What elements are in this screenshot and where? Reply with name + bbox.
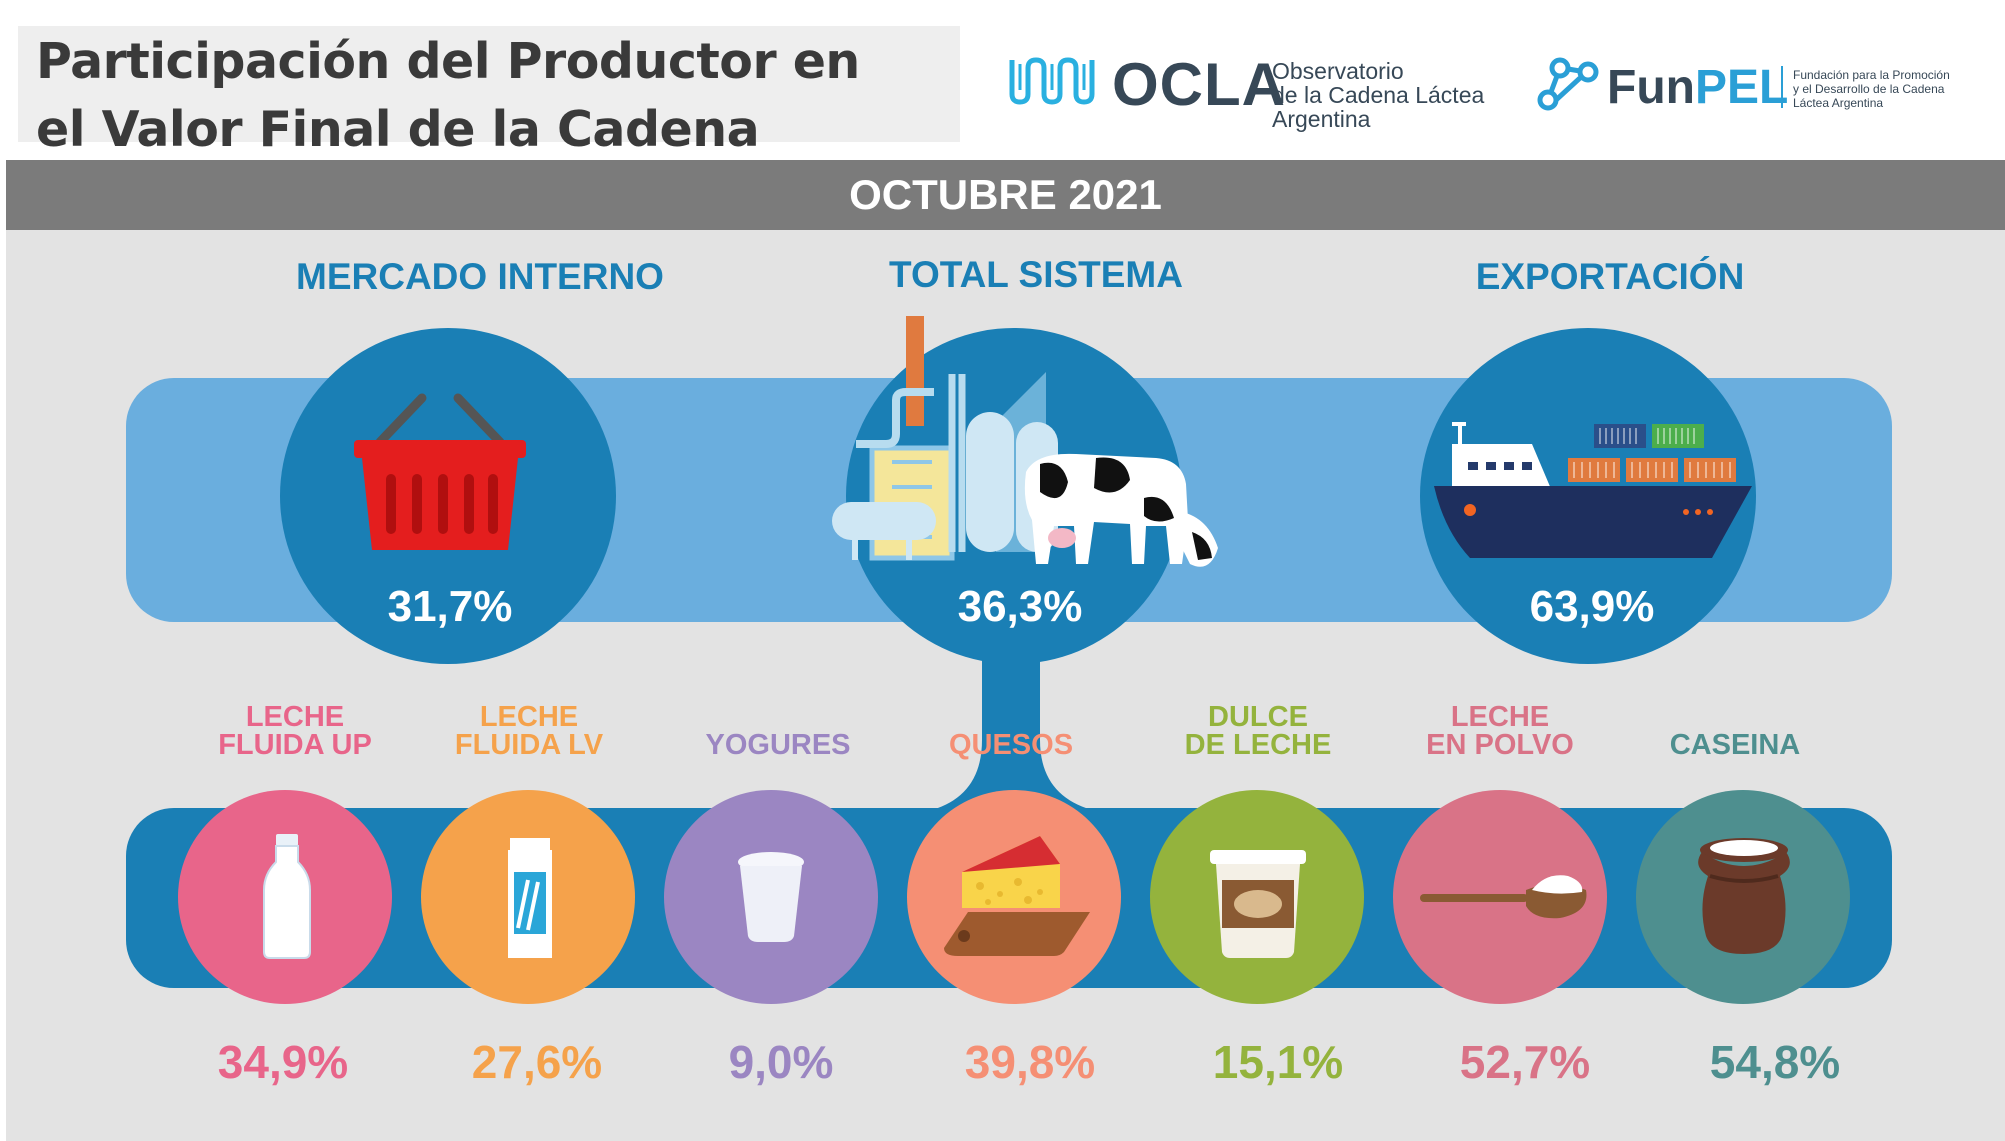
product-label-line2: CASEINA (1669, 729, 1801, 761)
product-value-quesos: 39,8% (964, 1036, 1096, 1088)
molecule-icon (1537, 57, 1599, 111)
product-value-dulce-de-leche: 15,1% (1212, 1036, 1344, 1088)
product-label-line1: LECHE (245, 701, 345, 733)
ocla-logo-subtitle-1: Observatorio (1272, 58, 1404, 84)
dulce-jar-icon (1210, 850, 1306, 958)
milk-bottle-icon (263, 834, 311, 959)
period-band (6, 160, 2005, 230)
exportacion-value: 63,9% (1529, 582, 1655, 631)
product-label-leche-en-polvo: LECHE EN POLVO (1380, 701, 1620, 761)
mercado-interno-value: 31,7% (387, 582, 513, 631)
funpel-logo-subtitle-2: y el Desarrollo de la Cadena (1793, 82, 1945, 96)
product-label-line2: EN POLVO (1426, 729, 1574, 761)
dairy-plant-cow-icon (832, 316, 1218, 567)
powder-spoon-icon (1420, 875, 1587, 919)
product-label-line1: DULCE (1208, 701, 1308, 733)
product-label-line2: FLUIDA UP (218, 729, 372, 761)
product-label-leche-fluida-up: LECHE FLUIDA UP (175, 701, 415, 761)
yogurt-cup-icon (738, 852, 804, 942)
cargo-ship-icon (1434, 422, 1752, 558)
funpel-logo-name: FunPEL (1607, 60, 1788, 115)
product-label-caseina: CASEINA (1615, 729, 1855, 761)
product-value-leche-fluida-up: 34,9% (217, 1036, 349, 1088)
funpel-name-a: Fun (1607, 61, 1695, 114)
product-label-line2: DE LECHE (1184, 729, 1332, 761)
product-label-leche-fluida-lv: LECHE FLUIDA LV (409, 701, 649, 761)
product-label-line2: FLUIDA LV (454, 729, 604, 761)
product-label-line1: LECHE (1450, 701, 1550, 733)
product-value-caseina: 54,8% (1709, 1036, 1841, 1088)
section-heading-total-sistema: TOTAL SISTEMA (889, 254, 1183, 295)
product-label-dulce-de-leche: DULCE DE LECHE (1138, 701, 1378, 761)
period-label: OCTUBRE 2021 (849, 171, 1162, 218)
ocla-logo-subtitle-3: Argentina (1272, 106, 1371, 132)
sack-icon (1698, 838, 1790, 954)
funpel-logo-subtitle-3: Láctea Argentina (1793, 96, 1884, 110)
product-label-line2: YOGURES (705, 729, 851, 761)
product-value-leche-en-polvo: 52,7% (1459, 1036, 1591, 1088)
milk-carton-icon (508, 838, 552, 958)
product-label-quesos: QUESOS (891, 729, 1131, 761)
section-heading-exportacion: EXPORTACIÓN (1475, 256, 1745, 297)
connector-flare (932, 700, 1092, 810)
wave-lines-icon (1009, 57, 1095, 105)
product-value-leche-fluida-lv: 27,6% (471, 1036, 603, 1088)
product-label-line1: LECHE (479, 701, 579, 733)
total-sistema-value: 36,3% (957, 582, 1083, 631)
ocla-logo-name: OCLA (1112, 51, 1286, 118)
product-label-line2: QUESOS (948, 729, 1074, 761)
cheese-board-icon (944, 836, 1090, 956)
title-line-1: Participación del Productor en (36, 33, 860, 90)
funpel-name-b: PEL (1694, 61, 1789, 114)
title-box (18, 26, 960, 142)
funpel-divider (1781, 66, 1783, 108)
funpel-logo-subtitle-1: Fundación para la Promoción (1793, 68, 1950, 82)
product-label-yogures: YOGURES (658, 729, 898, 761)
product-value-yogures: 9,0% (728, 1036, 834, 1088)
ocla-logo-subtitle-2: de la Cadena Láctea (1272, 82, 1485, 108)
section-heading-mercado-interno: MERCADO INTERNO (296, 256, 664, 297)
shopping-basket-icon (354, 393, 526, 550)
